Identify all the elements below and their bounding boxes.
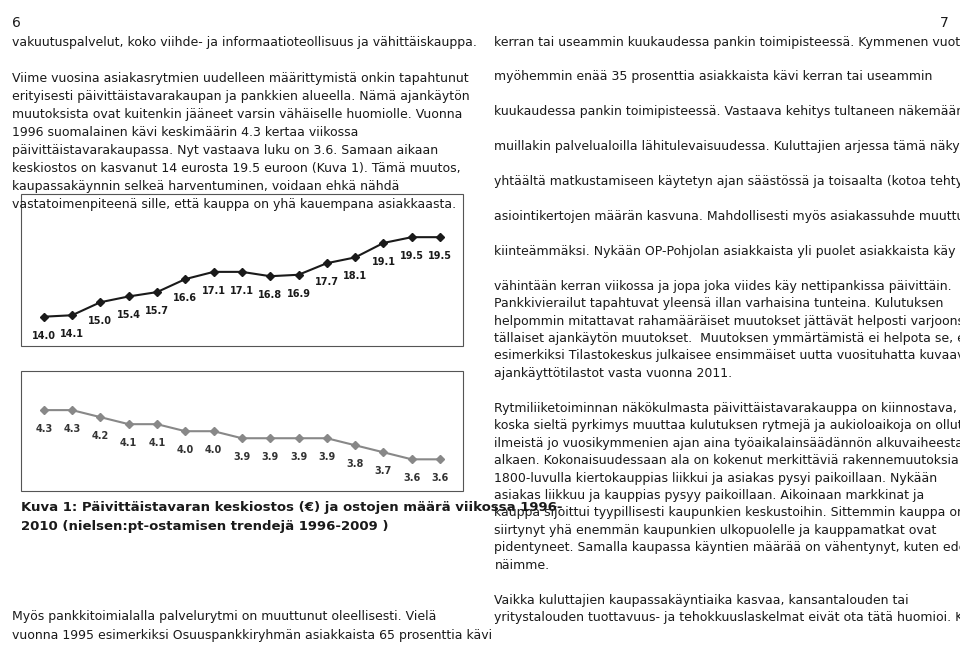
Text: 4.1: 4.1 [120,438,137,448]
Text: 17.7: 17.7 [315,277,339,287]
Text: 19.5: 19.5 [399,251,423,261]
Text: 16.8: 16.8 [258,290,282,300]
Text: 4.0: 4.0 [205,445,222,455]
Text: vakuutuspalvelut, koko viihde- ja informaatioteollisuus ja vähittäiskauppa.: vakuutuspalvelut, koko viihde- ja inform… [12,36,476,48]
Text: Pankkivierailut tapahtuvat yleensä illan varhaisina tunteina. Kulutuksen: Pankkivierailut tapahtuvat yleensä illan… [494,297,944,310]
Text: siirtynyt yhä enemmän kaupunkien ulkopuolelle ja kauppamatkat ovat: siirtynyt yhä enemmän kaupunkien ulkopuo… [494,524,937,537]
Text: tällaiset ajankäytön muutokset.  Muutoksen ymmärtämistä ei helpota se, että: tällaiset ajankäytön muutokset. Muutokse… [494,332,960,345]
Text: 1800-luvulla kiertokauppias liikkui ja asiakas pysyi paikoillaan. Nykään: 1800-luvulla kiertokauppias liikkui ja a… [494,472,938,484]
Text: myöhemmin enää 35 prosenttia asiakkaista kävi kerran tai useammin: myöhemmin enää 35 prosenttia asiakkaista… [494,70,933,83]
Text: 3.9: 3.9 [318,452,335,462]
Text: 17.1: 17.1 [230,286,254,296]
Text: muutoksista ovat kuitenkin jääneet varsin vähäiselle huomiolle. Vuonna: muutoksista ovat kuitenkin jääneet varsi… [12,108,462,121]
Text: Viime vuosina asiakasrytmien uudelleen määrittymistä onkin tapahtunut: Viime vuosina asiakasrytmien uudelleen m… [12,72,468,85]
Text: 3.9: 3.9 [290,452,307,462]
Text: vuonna 1995 esimerkiksi Osuuspankkiryhmän asiakkaista 65 prosenttia kävi: vuonna 1995 esimerkiksi Osuuspankkiryhmä… [12,629,492,641]
Text: 19.1: 19.1 [372,257,396,267]
Text: yritystalouden tuottavuus- ja tehokkuuslaskelmat eivät ota tätä huomioi. Kaupan: yritystalouden tuottavuus- ja tehokkuusl… [494,611,960,624]
Text: asiakas liikkuu ja kauppias pysyy paikoillaan. Aikoinaan markkinat ja: asiakas liikkuu ja kauppias pysyy paikoi… [494,489,924,502]
Text: 6: 6 [12,16,20,30]
Text: 14.1: 14.1 [60,329,84,339]
Text: 16.9: 16.9 [286,289,310,298]
Text: päivittäistavarakaupassa. Nyt vastaava luku on 3.6. Samaan aikaan: päivittäistavarakaupassa. Nyt vastaava l… [12,144,438,157]
Text: erityisesti päivittäistavarakaupan ja pankkien alueella. Nämä ajankäytön: erityisesti päivittäistavarakaupan ja pa… [12,90,469,103]
Text: 15.0: 15.0 [88,316,112,326]
Text: 4.3: 4.3 [36,424,53,434]
Text: helpommin mitattavat rahamääräiset muutokset jättävät helposti varjoonsa: helpommin mitattavat rahamääräiset muuto… [494,315,960,328]
Text: Vaikka kuluttajien kaupassakäyntiaika kasvaa, kansantalouden tai: Vaikka kuluttajien kaupassakäyntiaika ka… [494,594,909,607]
Text: 3.6: 3.6 [431,474,448,483]
Text: 17.1: 17.1 [202,286,226,296]
Text: kiinteämmäksi. Nykään OP-Pohjolan asiakkaista yli puolet asiakkaista käy: kiinteämmäksi. Nykään OP-Pohjolan asiakk… [494,245,956,258]
Text: koska sieltä pyrkimys muuttaa kulutuksen rytmejä ja aukioloaikoja on ollut: koska sieltä pyrkimys muuttaa kulutuksen… [494,419,960,432]
Text: 3.9: 3.9 [262,452,278,462]
Text: alkaen. Kokonaisuudessaan ala on kokenut merkittäviä rakennemuutoksia.: alkaen. Kokonaisuudessaan ala on kokenut… [494,454,960,467]
Text: 1996 suomalainen kävi keskimäärin 4.3 kertaa viikossa: 1996 suomalainen kävi keskimäärin 4.3 ke… [12,126,358,139]
Text: 4.2: 4.2 [92,431,109,441]
Text: kaupassakäynnin selkeä harventuminen, voidaan ehkä nähdä: kaupassakäynnin selkeä harventuminen, vo… [12,180,399,193]
Text: ajankäyttötilastot vasta vuonna 2011.: ajankäyttötilastot vasta vuonna 2011. [494,367,732,380]
Text: keskiostos on kasvanut 14 eurosta 19.5 euroon (Kuva 1). Tämä muutos,: keskiostos on kasvanut 14 eurosta 19.5 e… [12,162,460,175]
Text: 19.5: 19.5 [428,251,452,261]
Text: 7: 7 [940,16,948,30]
Text: kuukaudessa pankin toimipisteessä. Vastaava kehitys tultaneen näkemään: kuukaudessa pankin toimipisteessä. Vasta… [494,105,960,118]
Text: pidentyneet. Samalla kaupassa käyntien määrää on vähentynyt, kuten edellä: pidentyneet. Samalla kaupassa käyntien m… [494,541,960,554]
Text: 18.1: 18.1 [343,271,368,281]
Text: asiointikertojen määrän kasvuna. Mahdollisesti myös asiakassuhde muuttuu: asiointikertojen määrän kasvuna. Mahdoll… [494,210,960,223]
Text: näimme.: näimme. [494,559,549,572]
Text: vähintään kerran viikossa ja jopa joka viides käy nettipankissa päivittäin.: vähintään kerran viikossa ja jopa joka v… [494,280,952,293]
Text: 15.4: 15.4 [117,310,141,320]
Text: 16.6: 16.6 [174,293,198,303]
Text: 4.1: 4.1 [149,438,166,448]
Text: muillakin palvelualoilla lähitulevaisuudessa. Kuluttajien arjessa tämä näkyy: muillakin palvelualoilla lähitulevaisuud… [494,140,960,153]
Text: 4.3: 4.3 [63,424,81,434]
Text: kauppa sijoittui tyypillisesti kaupunkien keskustoihin. Sittemmin kauppa on: kauppa sijoittui tyypillisesti kaupunkie… [494,506,960,519]
Text: kerran tai useammin kuukaudessa pankin toimipisteessä. Kymmenen vuotta: kerran tai useammin kuukaudessa pankin t… [494,36,960,48]
Text: 4.0: 4.0 [177,445,194,455]
Text: 2010 (nielsen:pt-ostamisen trendejä 1996-2009 ): 2010 (nielsen:pt-ostamisen trendejä 1996… [21,520,389,533]
Text: 3.6: 3.6 [403,474,420,483]
Text: 3.7: 3.7 [374,466,392,476]
Text: vastatoimenpiteenä sille, että kauppa on yhä kauempana asiakkaasta.: vastatoimenpiteenä sille, että kauppa on… [12,198,456,211]
Text: 14.0: 14.0 [32,331,56,340]
Text: Myös pankkitoimialalla palvelurytmi on muuttunut oleellisesti. Vielä: Myös pankkitoimialalla palvelurytmi on m… [12,610,436,623]
Text: 3.9: 3.9 [233,452,251,462]
Text: ilmeistä jo vuosikymmenien ajan aina työaikalainsäädännön alkuvaiheesta: ilmeistä jo vuosikymmenien ajan aina työ… [494,437,960,450]
Text: 15.7: 15.7 [145,306,169,316]
Text: 3.8: 3.8 [347,459,364,469]
Text: yhtäältä matkustamiseen käytetyn ajan säästössä ja toisaalta (kotoa tehtyjen): yhtäältä matkustamiseen käytetyn ajan sä… [494,175,960,188]
Text: esimerkiksi Tilastokeskus julkaisee ensimmäiset uutta vuosituhatta kuvaavat: esimerkiksi Tilastokeskus julkaisee ensi… [494,349,960,362]
Text: Rytmiliiketoiminnan näkökulmasta päivittäistavarakauppa on kiinnostava,: Rytmiliiketoiminnan näkökulmasta päivitt… [494,402,957,415]
Text: Kuva 1: Päivittäistavaran keskiostos (€) ja ostojen määrä viikossa 1996-: Kuva 1: Päivittäistavaran keskiostos (€)… [21,501,563,514]
